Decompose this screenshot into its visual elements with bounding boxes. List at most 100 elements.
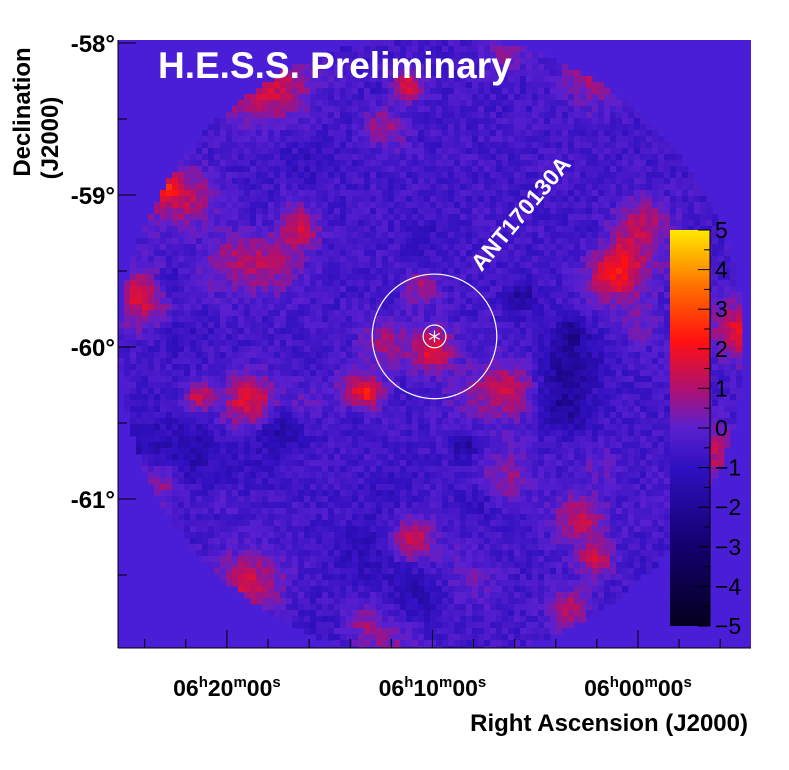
heatmap-cell bbox=[652, 268, 659, 275]
heatmap-cell bbox=[424, 130, 431, 137]
heatmap-cell bbox=[394, 262, 401, 269]
heatmap-cell bbox=[646, 376, 653, 383]
heatmap-cell bbox=[460, 160, 467, 167]
heatmap-cell bbox=[226, 322, 233, 329]
heatmap-cell bbox=[496, 88, 503, 95]
heatmap-cell bbox=[664, 244, 671, 251]
heatmap-cell bbox=[364, 364, 371, 371]
heatmap-cell bbox=[280, 310, 287, 317]
heatmap-cell bbox=[226, 274, 233, 281]
heatmap-cell bbox=[544, 136, 551, 143]
heatmap-cell bbox=[280, 124, 287, 131]
heatmap-cell bbox=[178, 202, 185, 209]
heatmap-cell bbox=[268, 112, 275, 119]
heatmap-cell bbox=[502, 160, 509, 167]
heatmap-cell bbox=[172, 316, 179, 323]
heatmap-cell bbox=[196, 292, 203, 299]
heatmap-cell bbox=[364, 202, 371, 209]
heatmap-cell bbox=[250, 352, 257, 359]
heatmap-cell bbox=[268, 94, 275, 101]
heatmap-cell bbox=[244, 214, 251, 221]
heatmap-cell bbox=[532, 340, 539, 347]
heatmap-cell bbox=[262, 166, 269, 173]
heatmap-cell bbox=[244, 256, 251, 263]
heatmap-cell bbox=[160, 310, 167, 317]
heatmap-cell bbox=[478, 94, 485, 101]
heatmap-cell bbox=[232, 130, 239, 137]
heatmap-cell bbox=[304, 352, 311, 359]
heatmap-cell bbox=[706, 220, 713, 227]
heatmap-cell bbox=[664, 268, 671, 275]
heatmap-cell bbox=[256, 184, 263, 191]
heatmap-cell bbox=[286, 124, 293, 131]
heatmap-cell bbox=[652, 202, 659, 209]
heatmap-cell bbox=[262, 364, 269, 371]
heatmap-cell bbox=[616, 250, 623, 257]
heatmap-cell bbox=[640, 142, 647, 149]
heatmap-cell bbox=[298, 352, 305, 359]
heatmap-cell bbox=[328, 220, 335, 227]
heatmap-cell bbox=[436, 208, 443, 215]
heatmap-cell bbox=[382, 118, 389, 125]
heatmap-cell bbox=[478, 40, 485, 47]
heatmap-cell bbox=[646, 166, 653, 173]
heatmap-cell bbox=[502, 382, 509, 389]
heatmap-cell bbox=[490, 178, 497, 185]
heatmap-cell bbox=[346, 262, 353, 269]
heatmap-cell bbox=[316, 268, 323, 275]
heatmap-cell bbox=[490, 304, 497, 311]
heatmap-cell bbox=[328, 298, 335, 305]
heatmap-cell bbox=[316, 106, 323, 113]
heatmap-cell bbox=[520, 352, 527, 359]
heatmap-cell bbox=[172, 280, 179, 287]
heatmap-cell bbox=[484, 112, 491, 119]
heatmap-cell bbox=[418, 46, 425, 53]
heatmap-cell bbox=[604, 214, 611, 221]
heatmap-cell bbox=[472, 118, 479, 125]
heatmap-cell bbox=[658, 148, 665, 155]
heatmap-cell bbox=[352, 274, 359, 281]
heatmap-cell bbox=[280, 130, 287, 137]
heatmap-cell bbox=[580, 178, 587, 185]
heatmap-cell bbox=[388, 298, 395, 305]
heatmap-cell bbox=[370, 214, 377, 221]
heatmap-cell bbox=[448, 310, 455, 317]
heatmap-cell bbox=[574, 292, 581, 299]
heatmap-cell bbox=[556, 352, 563, 359]
heatmap-cell bbox=[232, 142, 239, 149]
heatmap-cell bbox=[298, 166, 305, 173]
heatmap-cell bbox=[442, 172, 449, 179]
heatmap-cell bbox=[520, 106, 527, 113]
heatmap-cell bbox=[190, 340, 197, 347]
heatmap-cell bbox=[400, 124, 407, 131]
heatmap-cell bbox=[172, 358, 179, 365]
heatmap-cell bbox=[640, 364, 647, 371]
heatmap-cell bbox=[574, 304, 581, 311]
heatmap-cell bbox=[598, 310, 605, 317]
heatmap-cell bbox=[304, 358, 311, 365]
heatmap-cell bbox=[214, 136, 221, 143]
heatmap-cell bbox=[328, 118, 335, 125]
heatmap-cell bbox=[562, 88, 569, 95]
heatmap-cell bbox=[484, 106, 491, 113]
heatmap-cell bbox=[478, 52, 485, 59]
heatmap-cell bbox=[682, 184, 689, 191]
heatmap-cell bbox=[412, 184, 419, 191]
heatmap-cell bbox=[610, 136, 617, 143]
heatmap-cell bbox=[310, 130, 317, 137]
heatmap-cell bbox=[352, 232, 359, 239]
heatmap-cell bbox=[526, 136, 533, 143]
heatmap-cell bbox=[352, 82, 359, 89]
heatmap-cell bbox=[382, 214, 389, 221]
heatmap-cell bbox=[340, 172, 347, 179]
plot-area: ANT170130A H.E.S.S. Preliminary bbox=[118, 40, 751, 648]
heatmap-cell bbox=[610, 262, 617, 269]
heatmap-cell bbox=[526, 166, 533, 173]
heatmap-cell bbox=[550, 160, 557, 167]
heatmap-cell bbox=[418, 376, 425, 383]
heatmap-cell bbox=[226, 310, 233, 317]
heatmap-cell bbox=[214, 322, 221, 329]
heatmap-cell bbox=[562, 316, 569, 323]
heatmap-cell bbox=[640, 124, 647, 131]
heatmap-cell bbox=[610, 178, 617, 185]
